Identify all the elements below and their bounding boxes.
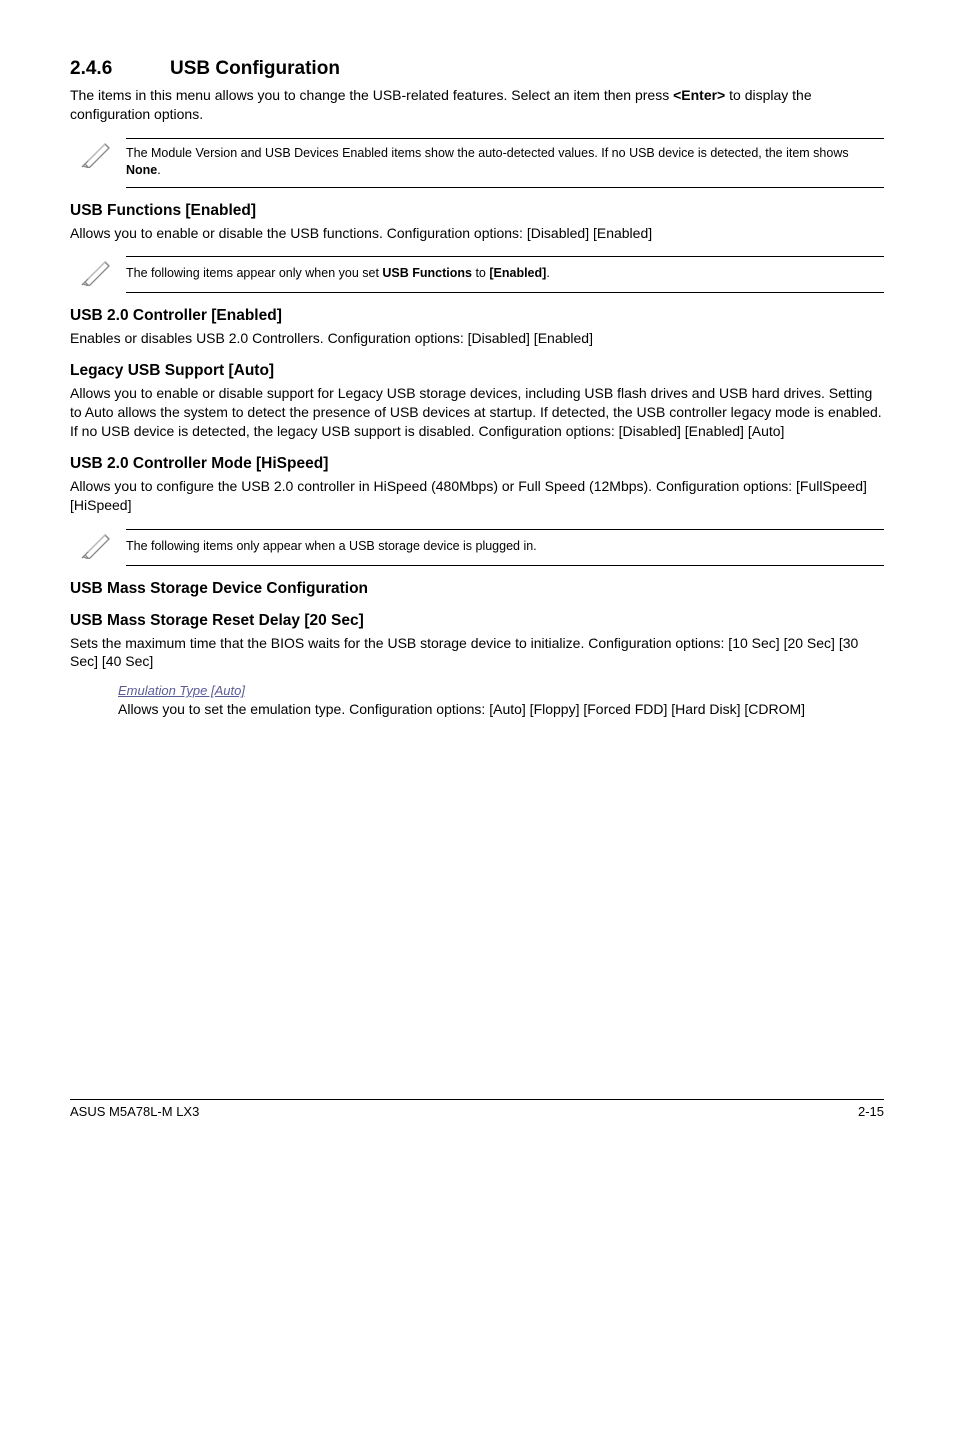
section-number: 2.4.6 [70, 58, 170, 80]
note-text: The following items only appear when a U… [126, 529, 884, 566]
body-mass-storage-reset: Sets the maximum time that the BIOS wait… [70, 634, 884, 672]
heading-controller-mode: USB 2.0 Controller Mode [HiSpeed] [70, 455, 884, 473]
note-text: The following items appear only when you… [126, 256, 884, 293]
note-text: The Module Version and USB Devices Enabl… [126, 138, 884, 188]
body-usb-functions: Allows you to enable or disable the USB … [70, 224, 884, 243]
pencil-icon [70, 256, 126, 286]
body-usb20-controller: Enables or disables USB 2.0 Controllers.… [70, 329, 884, 348]
pencil-icon [70, 138, 126, 168]
heading-usb-functions: USB Functions [Enabled] [70, 202, 884, 220]
heading-mass-storage-reset: USB Mass Storage Reset Delay [20 Sec] [70, 612, 884, 630]
page-footer: ASUS M5A78L-M LX3 2-15 [70, 1099, 884, 1119]
pencil-icon [70, 529, 126, 559]
note-storage-device: The following items only appear when a U… [70, 529, 884, 566]
heading-usb20-controller: USB 2.0 Controller [Enabled] [70, 307, 884, 325]
footer-page-number: 2-15 [858, 1104, 884, 1119]
note-module-version: The Module Version and USB Devices Enabl… [70, 138, 884, 188]
body-legacy-usb: Allows you to enable or disable support … [70, 384, 884, 441]
emulation-type-label: Emulation Type [Auto] [118, 683, 884, 698]
emulation-type-body: Allows you to set the emulation type. Co… [118, 700, 884, 719]
section-heading: 2.4.6USB Configuration [70, 58, 884, 80]
footer-product: ASUS M5A78L-M LX3 [70, 1104, 199, 1119]
heading-mass-storage-config: USB Mass Storage Device Configuration [70, 580, 884, 598]
note-usb-functions: The following items appear only when you… [70, 256, 884, 293]
emulation-block: Emulation Type [Auto] Allows you to set … [118, 683, 884, 719]
intro-text: The items in this menu allows you to cha… [70, 86, 884, 124]
section-title: USB Configuration [170, 58, 340, 79]
heading-legacy-usb: Legacy USB Support [Auto] [70, 362, 884, 380]
body-controller-mode: Allows you to configure the USB 2.0 cont… [70, 477, 884, 515]
